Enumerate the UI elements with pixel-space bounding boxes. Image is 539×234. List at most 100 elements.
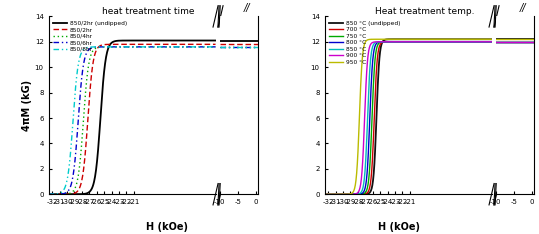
850/2hr	[45, 193, 52, 196]
850 °C (undipped)	[400, 38, 407, 41]
850 °C	[488, 40, 495, 43]
800 °C	[412, 40, 418, 43]
900 °C	[412, 40, 418, 43]
900 °C	[416, 40, 423, 43]
850 °C	[421, 40, 427, 43]
Line: 800 °C: 800 °C	[324, 42, 492, 194]
850/2hr (undipped)	[126, 39, 132, 42]
850/8hr	[126, 45, 132, 48]
950 °C	[402, 38, 408, 41]
850 °C (undipped)	[485, 38, 491, 41]
850/6hr	[209, 45, 215, 48]
850/8hr	[125, 45, 131, 48]
950 °C	[459, 38, 465, 41]
850/6hr	[125, 45, 131, 48]
850/2hr	[125, 43, 131, 46]
900 °C	[321, 193, 328, 196]
Y-axis label: 4πM (kG): 4πM (kG)	[22, 80, 32, 131]
850/4hr	[178, 45, 184, 48]
850/2hr	[182, 43, 189, 46]
Title: heat treatment time: heat treatment time	[102, 7, 195, 16]
800 °C	[488, 40, 495, 43]
700 °C	[400, 40, 407, 43]
800 °C	[421, 40, 427, 43]
850 °C (undipped)	[412, 38, 418, 41]
900 °C	[402, 40, 408, 43]
Line: 850 °C: 850 °C	[324, 42, 492, 194]
750 °C	[488, 40, 495, 43]
850 °C (undipped)	[402, 38, 408, 41]
850/2hr	[212, 43, 219, 46]
850/8hr	[45, 193, 52, 196]
850/2hr (undipped)	[144, 39, 151, 42]
700 °C	[321, 193, 328, 196]
850/4hr	[209, 45, 215, 48]
850/2hr (undipped)	[136, 39, 142, 42]
Line: 750 °C: 750 °C	[324, 42, 492, 194]
700 °C	[485, 40, 491, 43]
Text: H (kOe): H (kOe)	[378, 222, 420, 232]
850 °C	[402, 40, 408, 43]
Title: Heat treatment temp.: Heat treatment temp.	[375, 7, 474, 16]
Text: H (kOe): H (kOe)	[146, 222, 188, 232]
750 °C	[459, 40, 465, 43]
Line: 700 °C: 700 °C	[324, 42, 492, 194]
950 °C	[412, 38, 418, 41]
850 °C (undipped)	[459, 38, 465, 41]
850/8hr	[144, 45, 151, 48]
700 °C	[402, 40, 408, 43]
750 °C	[321, 193, 328, 196]
850/6hr	[212, 45, 219, 48]
900 °C	[421, 40, 427, 43]
900 °C	[400, 40, 407, 43]
Legend: 850 °C (undipped), 700 °C, 750 °C, 800 °C, 850 °C, 900 °C, 950 °C: 850 °C (undipped), 700 °C, 750 °C, 800 °…	[327, 19, 401, 66]
Line: 850 °C (undipped): 850 °C (undipped)	[324, 39, 492, 194]
850/4hr	[45, 193, 52, 196]
850/4hr	[125, 45, 131, 48]
Legend: 850/2hr (undipped), 850/2hr, 850/4hr, 850/6hr, 850/8hr: 850/2hr (undipped), 850/2hr, 850/4hr, 85…	[51, 19, 128, 53]
850/2hr	[209, 43, 215, 46]
850/6hr	[126, 45, 132, 48]
850/2hr (undipped)	[45, 193, 52, 196]
850/8hr	[168, 45, 174, 48]
850/2hr (undipped)	[125, 39, 131, 42]
850 °C (undipped)	[428, 38, 434, 41]
750 °C	[423, 40, 430, 43]
950 °C	[411, 38, 418, 41]
800 °C	[421, 40, 428, 43]
750 °C	[421, 40, 427, 43]
850/2hr (undipped)	[212, 39, 219, 42]
950 °C	[488, 38, 495, 41]
950 °C	[485, 38, 491, 41]
850 °C (undipped)	[488, 38, 495, 41]
850/2hr	[183, 43, 189, 46]
750 °C	[412, 40, 418, 43]
950 °C	[421, 38, 427, 41]
850/4hr	[212, 45, 219, 48]
700 °C	[426, 40, 432, 43]
850/8hr	[183, 45, 189, 48]
850/6hr	[172, 45, 179, 48]
950 °C	[321, 193, 328, 196]
850/4hr	[126, 45, 132, 48]
800 °C	[400, 40, 407, 43]
750 °C	[485, 40, 491, 43]
Line: 850/6hr: 850/6hr	[49, 47, 216, 194]
800 °C	[402, 40, 408, 43]
750 °C	[400, 40, 407, 43]
Line: 850/2hr (undipped): 850/2hr (undipped)	[49, 40, 216, 194]
850/4hr	[183, 45, 189, 48]
850/6hr	[183, 45, 189, 48]
850 °C (undipped)	[321, 193, 328, 196]
Line: 900 °C: 900 °C	[324, 42, 492, 194]
850 °C	[412, 40, 418, 43]
850/8hr	[209, 45, 215, 48]
Line: 850/4hr: 850/4hr	[49, 47, 216, 194]
Text: //: //	[520, 3, 526, 13]
850/2hr	[126, 43, 132, 46]
850/8hr	[212, 45, 219, 48]
850/6hr	[136, 45, 142, 48]
800 °C	[459, 40, 465, 43]
850/2hr	[136, 43, 142, 46]
750 °C	[402, 40, 408, 43]
